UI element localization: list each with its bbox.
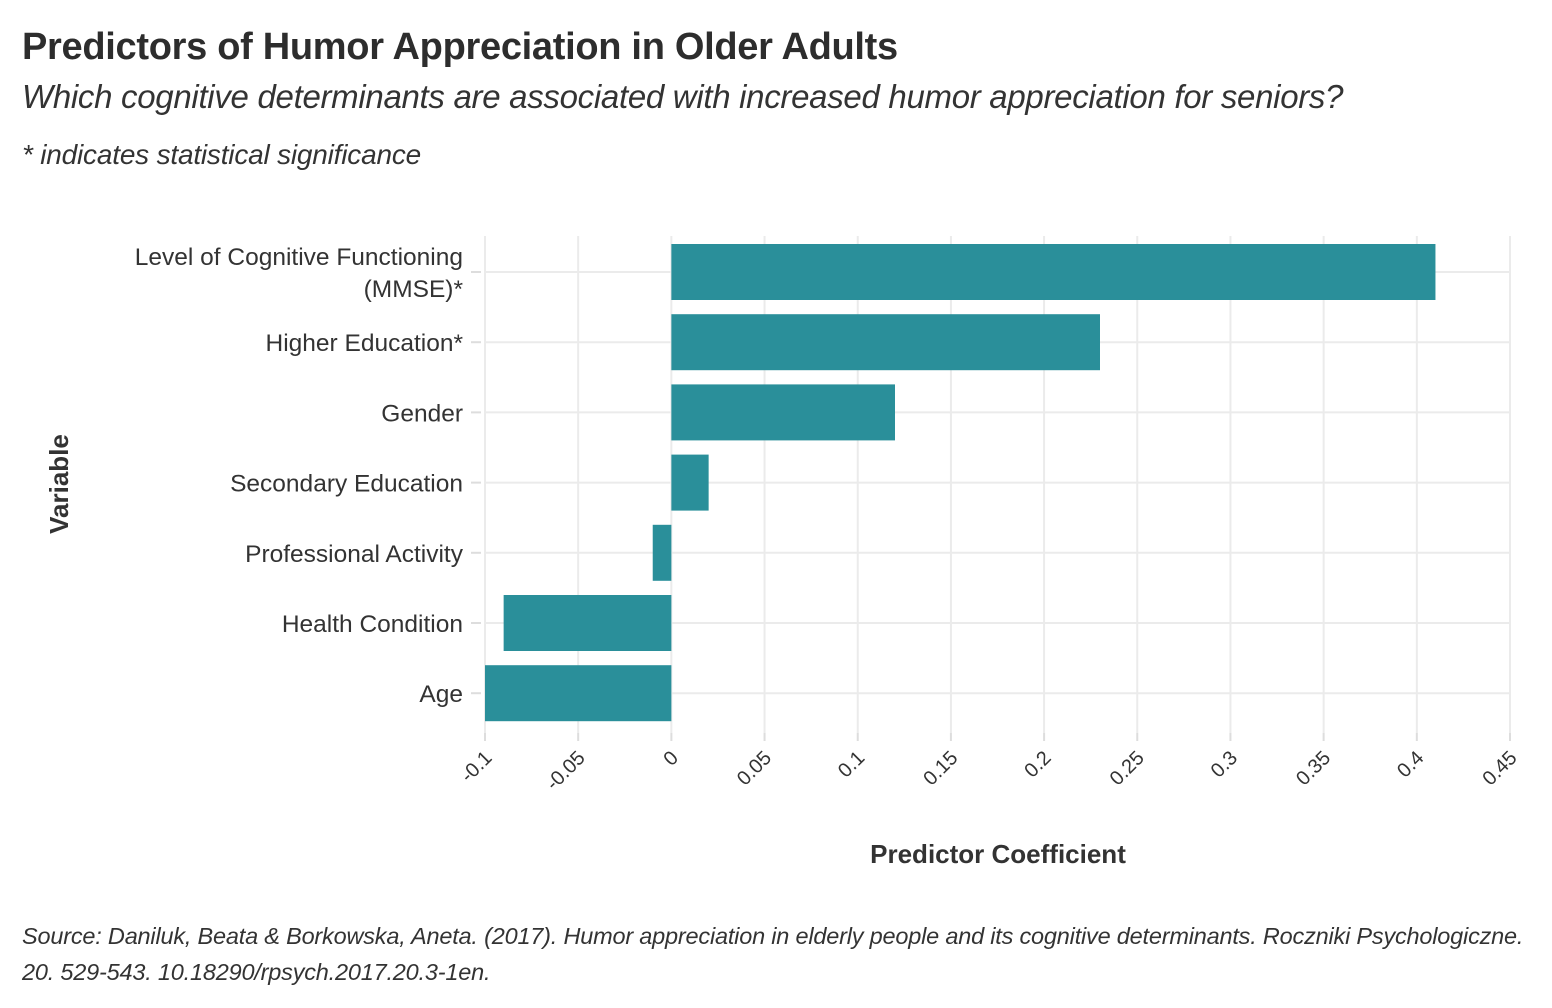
y-category-label-line: Professional Activity	[245, 541, 464, 568]
y-axis-title: Variable	[44, 434, 74, 534]
x-tick-label: -0.05	[542, 747, 590, 795]
source-caption: Source: Daniluk, Beata & Borkowska, Anet…	[22, 923, 1524, 985]
x-axis-ticks: -0.1 -0.05 0 0.05 0.1 0.15 0.2 0.25 0.3 0.35 0.4 0.…	[457, 747, 1522, 795]
bar	[671, 244, 1436, 300]
y-category-label-line: Higher Education*	[266, 330, 464, 357]
y-category-label-line: Level of Cognitive Functioning	[135, 244, 463, 271]
y-category-label: Secondary Education	[230, 471, 463, 498]
y-category-label: Level of Cognitive Functioning (MMSE)*	[135, 244, 464, 303]
x-tick-label: -0.1	[457, 747, 497, 787]
bar	[671, 384, 895, 441]
x-tick-label: 0.3	[1207, 747, 1242, 782]
y-category-label: Professional Activity	[245, 541, 464, 568]
bars	[485, 244, 1436, 722]
y-category-label-line: Age	[419, 681, 463, 708]
y-category-label: Age	[419, 681, 463, 708]
y-category-label: Higher Education*	[266, 330, 464, 357]
y-category-label: Gender	[381, 400, 463, 427]
x-tick-label: 0.05	[733, 747, 776, 790]
bar	[671, 314, 1100, 371]
y-category-label-line: Health Condition	[282, 611, 463, 638]
significance-note: * indicates statistical significance	[22, 139, 421, 170]
x-axis-title: Predictor Coefficient	[870, 839, 1126, 869]
x-tick-label: 0.1	[834, 747, 869, 782]
y-category-label-line: (MMSE)*	[364, 276, 464, 303]
y-category-label-line: Secondary Education	[230, 471, 463, 498]
x-tick-label: 0.45	[1478, 747, 1521, 790]
bar	[671, 454, 709, 511]
x-tick-label: 0	[659, 747, 682, 770]
bar	[503, 595, 672, 651]
y-category-label-line: Gender	[381, 400, 463, 427]
chart-subtitle: Which cognitive determinants are associa…	[22, 78, 1344, 115]
y-category-label: Health Condition	[282, 611, 463, 638]
bar	[485, 665, 672, 722]
y-axis-labels: Level of Cognitive Functioning (MMSE)* Hig…	[135, 244, 464, 708]
bar-chart: Level of Cognitive Functioning (MMSE)* Hig…	[44, 236, 1522, 869]
chart-title: Predictors of Humor Appreciation in Olde…	[22, 26, 898, 68]
bar	[652, 524, 672, 581]
x-tick-label: 0.2	[1020, 747, 1055, 782]
x-tick-label: 0.25	[1106, 747, 1149, 790]
x-tick-label: 0.35	[1292, 747, 1335, 790]
x-tick-label: 0.15	[919, 747, 962, 790]
x-tick-label: 0.4	[1393, 747, 1428, 782]
